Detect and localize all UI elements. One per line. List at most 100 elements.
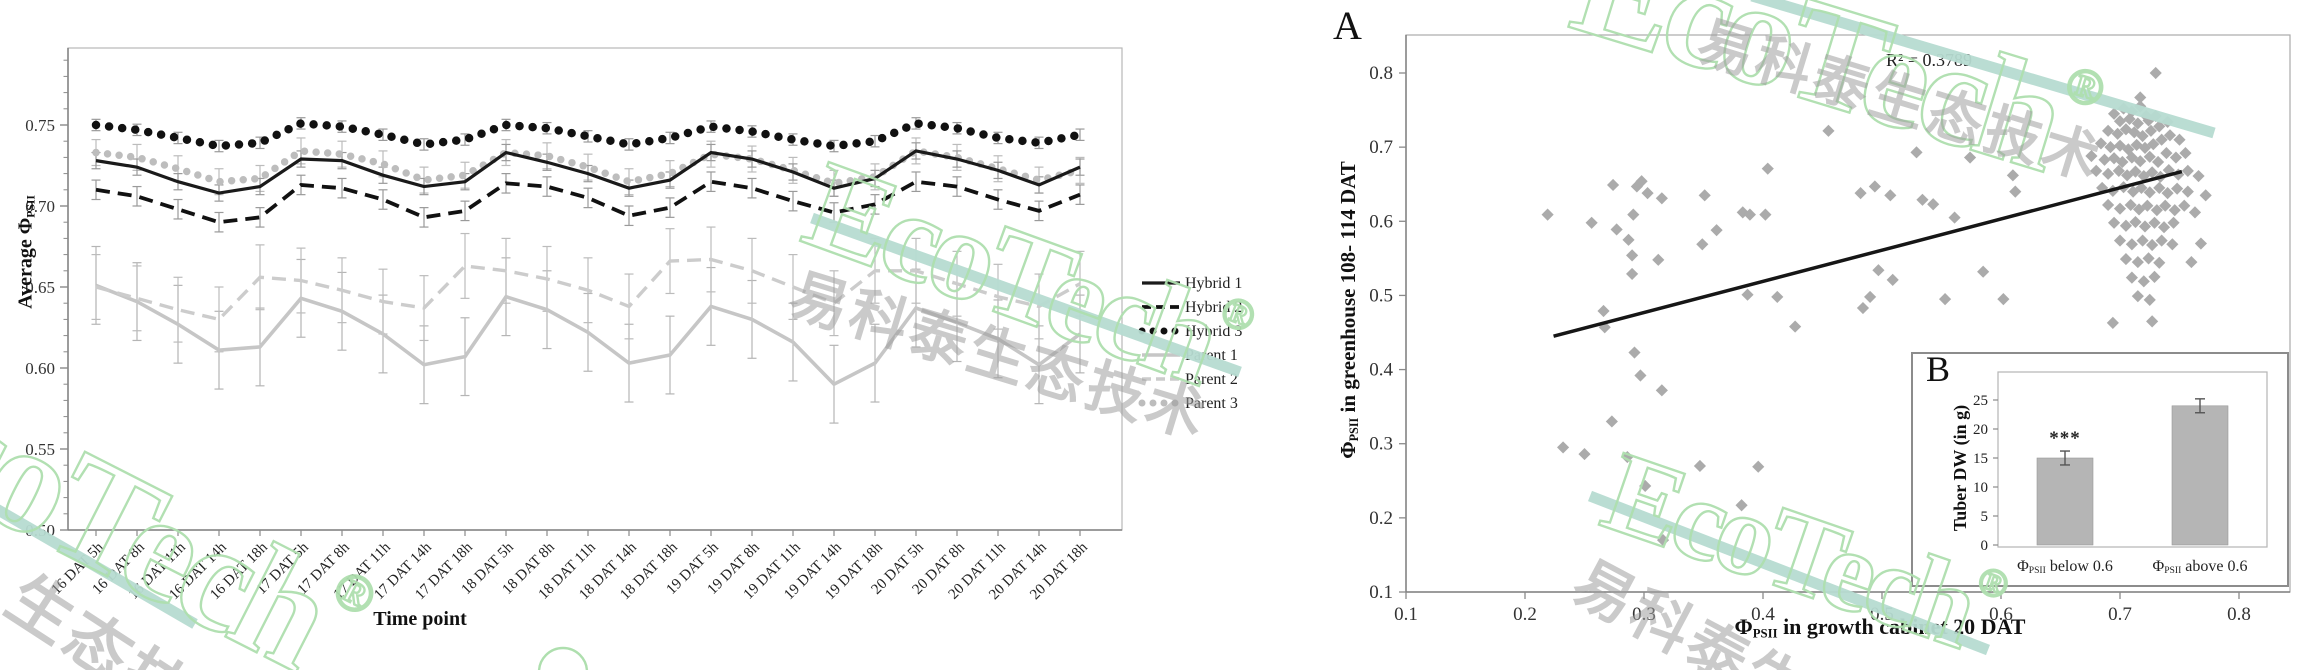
phi-subscript: PSII — [1752, 626, 1778, 641]
data-point — [1578, 448, 1591, 461]
data-point — [2113, 202, 2127, 215]
data-point — [1626, 267, 1639, 281]
data-point — [2143, 186, 2156, 199]
inset-error-bar — [2195, 398, 2205, 414]
data-point — [1655, 192, 1668, 205]
data-point — [2124, 198, 2137, 212]
data-point — [1977, 265, 1990, 278]
data-point — [2168, 204, 2181, 217]
data-point — [1541, 208, 1554, 221]
y-tick-label: 0.7 — [1369, 137, 1393, 158]
ylabel-sub: PSII — [24, 195, 38, 218]
data-point — [1864, 290, 1877, 303]
data-point — [1789, 320, 1802, 333]
right-scatter-chart: 0.1 0.2 0.3 0.4 0.5 0.6 0.7 0.80.10.20.30.40.50… — [1369, 34, 2291, 625]
inset-category-label: ΦPSII below 0.6 — [2017, 558, 2113, 576]
data-point — [2143, 293, 2156, 306]
inset-y-tick-label: 20 — [1973, 422, 1988, 438]
x-tick-label: 0.2 — [1513, 604, 1537, 625]
plot-border — [67, 47, 1123, 531]
legend-label-1: Hybrid 1 — [1185, 275, 1242, 292]
r-squared-annotation: R² = 0.3789 — [1886, 50, 1973, 70]
left-chart-x-axis-title: Time point — [373, 608, 467, 630]
panel-b-label: B — [1926, 349, 1951, 389]
left-y-ticks — [60, 59, 68, 531]
data-point — [2138, 220, 2152, 233]
y-tick-label: 0.75 — [25, 116, 55, 135]
data-point — [2148, 270, 2161, 283]
x-tick-label: 0.1 — [1394, 604, 1418, 625]
inset-category-label: ΦPSII above 0.6 — [2153, 558, 2248, 576]
data-point — [2134, 155, 2147, 168]
left-chart-y-axis-title: Average ΦPSII — [14, 195, 37, 309]
data-point — [1655, 384, 1668, 397]
x-tick-label: 0.7 — [2108, 604, 2132, 625]
y-tick-label: 0.5 — [1369, 285, 1393, 306]
data-point — [1761, 162, 1774, 175]
x-tick-label: 0.6 — [1989, 604, 2013, 625]
bar-2 — [2171, 405, 2229, 546]
legend-label-6: Parent 3 — [1185, 395, 1238, 412]
bar-1 — [2036, 457, 2094, 546]
data-point — [2129, 215, 2142, 229]
data-point — [2143, 150, 2156, 163]
data-point — [1910, 146, 1923, 159]
data-point — [2098, 153, 2111, 166]
phi-subscript: PSII — [1347, 417, 1362, 442]
inset-y-tick-label: 25 — [1973, 393, 1988, 409]
y-tick-label: 0.3 — [1369, 434, 1393, 455]
data-point — [2188, 206, 2202, 219]
y-tick-label: 0.6 — [1369, 211, 1393, 232]
data-point — [1605, 415, 1618, 428]
series-hybrid-1 — [95, 149, 1081, 195]
inset-y-tick-label: 15 — [1973, 451, 1988, 467]
series-hybrid-3 — [91, 119, 1085, 151]
legend-label-5: Parent 2 — [1185, 371, 1238, 388]
left-x-ticks — [95, 530, 1081, 536]
data-point — [1997, 293, 2010, 306]
panel-a-label: A — [1333, 3, 1362, 48]
legend-label-4: Parent 1 — [1185, 347, 1238, 364]
data-point — [1628, 346, 1641, 359]
y-tick-label: 0.8 — [1369, 63, 1393, 84]
data-point — [1916, 193, 1929, 206]
data-point — [2113, 234, 2127, 247]
y-tick-label: 0.55 — [25, 440, 55, 459]
data-point — [2129, 165, 2142, 178]
y-tick-label: 0.4 — [1369, 360, 1393, 381]
data-point — [2178, 199, 2191, 212]
y-tick-label: 0.2 — [1369, 508, 1393, 529]
data-point — [1948, 211, 1961, 224]
y-tick-label: 0.50 — [25, 521, 55, 540]
data-point — [1759, 208, 1772, 221]
data-point — [2094, 137, 2108, 150]
legend-label-3: Hybrid 3 — [1185, 323, 1242, 340]
trend-line — [1553, 169, 2183, 338]
data-point — [2153, 256, 2166, 269]
data-point — [2153, 181, 2166, 195]
data-point — [1868, 180, 1881, 193]
y-tick-label: 0.70 — [25, 197, 55, 216]
data-point — [1585, 216, 1598, 229]
legend: Hybrid 1 Hybrid 2 Hybrid 3 Parent 1 Parent 2… — [1138, 275, 1242, 412]
inset-error-bar — [2060, 450, 2070, 466]
inset-y-tick-label: 10 — [1973, 480, 1988, 496]
data-point — [1626, 249, 1639, 262]
data-point — [1752, 460, 1765, 473]
significance-stars: *** — [2049, 428, 2081, 449]
right-chart-y-axis-title: ΦPSII in greenhouse 108- 114 DAT — [1336, 161, 1362, 459]
inset-y-axis-title: Tuber DW (in g) — [1950, 405, 1971, 531]
ylabel-main: Average Φ — [14, 217, 37, 309]
ylabel-rest: in greenhouse 108- 114 DAT — [1335, 161, 1360, 418]
x-tick-label: 0.8 — [2227, 604, 2251, 625]
data-point — [2157, 221, 2171, 234]
phi-symbol: Φ — [1335, 441, 1360, 459]
data-point — [1610, 223, 1623, 236]
inset-y-tick-label: 0 — [1981, 538, 1989, 554]
data-point — [1652, 253, 1665, 266]
data-point — [1622, 233, 1635, 246]
phi-symbol: Φ — [1734, 614, 1753, 639]
xlabel-rest: in growth cabinet 20 DAT — [1777, 614, 2026, 639]
